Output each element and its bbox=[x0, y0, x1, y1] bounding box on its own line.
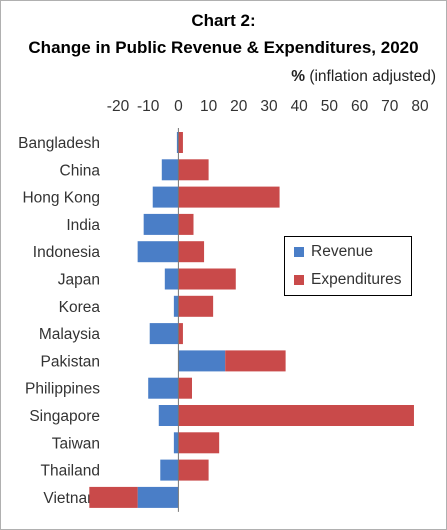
revenue-bar bbox=[164, 268, 179, 290]
category-label: Pakistan bbox=[41, 353, 100, 370]
unit-caption: % (inflation adjusted) bbox=[291, 68, 436, 86]
x-tick-label: 30 bbox=[260, 98, 278, 115]
expenditures-bar bbox=[178, 459, 209, 481]
expenditures-bar bbox=[178, 432, 220, 454]
revenue-bar bbox=[178, 350, 226, 372]
revenue-bar bbox=[161, 159, 179, 181]
expenditures-bar bbox=[178, 295, 214, 317]
expenditures-bar bbox=[178, 323, 183, 345]
legend-label-revenue: Revenue bbox=[311, 243, 374, 260]
revenue-bar bbox=[148, 377, 179, 399]
x-tick-label: 40 bbox=[291, 98, 309, 115]
category-label: Vietnam bbox=[43, 490, 100, 507]
legend-item-expenditures: Expenditures bbox=[294, 271, 401, 289]
chart-subtitle: Change in Public Revenue & Expenditures,… bbox=[28, 38, 419, 57]
revenue-bar bbox=[173, 432, 179, 454]
expenditures-bar bbox=[89, 486, 138, 508]
category-label: Bangladesh bbox=[18, 135, 100, 152]
revenue-bar bbox=[176, 132, 179, 153]
chart-title: Chart 2: bbox=[191, 11, 256, 30]
expenditures-bar bbox=[225, 350, 286, 372]
revenue-bar bbox=[160, 459, 179, 481]
category-label: Korea bbox=[59, 299, 101, 316]
expenditures-bar bbox=[178, 377, 192, 399]
category-label: India bbox=[66, 217, 100, 234]
x-tick-label: 80 bbox=[411, 98, 429, 115]
x-tick-label: 10 bbox=[200, 98, 218, 115]
x-tick-label: -20 bbox=[107, 98, 130, 115]
x-tick-label: 20 bbox=[230, 98, 248, 115]
expenditures-bar bbox=[178, 241, 205, 263]
revenue-bar bbox=[158, 405, 179, 426]
expenditures-bar bbox=[178, 405, 414, 426]
expenditures-bar bbox=[178, 132, 183, 153]
category-label: Thailand bbox=[41, 463, 100, 480]
revenue-bar bbox=[137, 486, 179, 508]
legend-swatch-expenditures bbox=[294, 275, 304, 285]
revenue-bar bbox=[143, 213, 179, 235]
revenue-bar bbox=[137, 241, 179, 263]
expenditures-bar bbox=[178, 213, 194, 235]
revenue-bar bbox=[173, 295, 179, 317]
x-tick-label: 50 bbox=[321, 98, 339, 115]
x-tick-label: 60 bbox=[351, 98, 369, 115]
category-label: Japan bbox=[58, 272, 100, 289]
legend-swatch-revenue bbox=[294, 247, 304, 257]
unit-note: (inflation adjusted) bbox=[309, 68, 436, 85]
category-label: Taiwan bbox=[52, 435, 100, 452]
category-label: Malaysia bbox=[39, 326, 101, 343]
category-label: Singapore bbox=[29, 408, 100, 425]
category-label: Philippines bbox=[25, 381, 100, 398]
unit-label: % bbox=[291, 68, 306, 85]
revenue-bar bbox=[152, 186, 179, 208]
category-label: China bbox=[60, 162, 101, 179]
expenditures-bar bbox=[178, 186, 280, 208]
category-label: Indonesia bbox=[33, 244, 101, 261]
legend-item-revenue: Revenue bbox=[294, 243, 373, 261]
legend-label-expenditures: Expenditures bbox=[311, 271, 402, 288]
revenue-bar bbox=[149, 323, 179, 345]
x-tick-label: 70 bbox=[381, 98, 399, 115]
x-tick-label: 0 bbox=[174, 98, 183, 115]
x-tick-label: -10 bbox=[137, 98, 160, 115]
expenditures-bar bbox=[178, 268, 236, 290]
chart-legend: Revenue Expenditures bbox=[284, 236, 412, 296]
category-label: Hong Kong bbox=[22, 190, 100, 207]
expenditures-bar bbox=[178, 159, 209, 181]
